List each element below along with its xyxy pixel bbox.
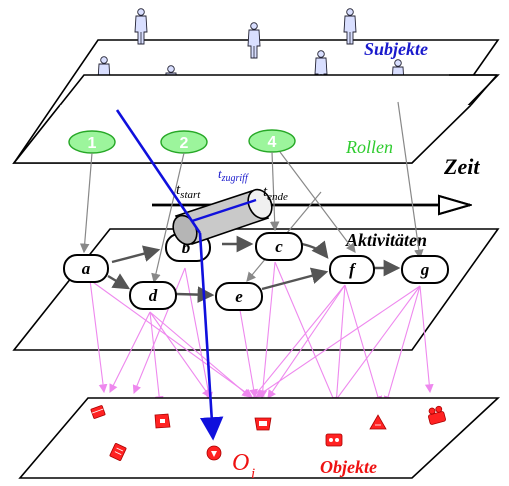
svg-text:i: i (251, 466, 255, 482)
objects-label: Objekte (320, 457, 377, 477)
roles-strip (12, 74, 498, 164)
svg-text:O: O (232, 450, 249, 476)
t-zugriff-label: tzugriff (218, 166, 249, 184)
object-icon (428, 405, 446, 425)
activity-c: c (255, 232, 303, 261)
role-4: 4 (248, 129, 296, 153)
svg-text:d: d (149, 286, 158, 305)
role-1: 1 (68, 130, 116, 154)
activity-a: a (63, 254, 109, 283)
object-icons (90, 405, 446, 461)
activities: a b c d e f g (63, 232, 449, 311)
object-links (89, 261, 434, 438)
object-icon (90, 405, 106, 419)
object-icon (109, 443, 127, 461)
activities-label: Aktivitäten (345, 230, 427, 250)
svg-text:b: b (182, 238, 191, 257)
t-start-label: tstart (176, 182, 201, 201)
svg-text:2: 2 (180, 135, 189, 152)
object-icon (154, 413, 171, 429)
svg-text:c: c (275, 237, 283, 256)
svg-text:f: f (349, 260, 357, 279)
activity-flow (107, 235, 401, 303)
person-icon (134, 8, 148, 45)
activity-f: f (329, 255, 375, 284)
subjects-label: Subjekte (364, 39, 428, 59)
activity-d: d (129, 281, 177, 310)
object-icon (325, 433, 343, 447)
roles: 1 2 4 Rollen (68, 129, 393, 157)
svg-text:a: a (82, 259, 91, 278)
object-icon (369, 414, 387, 430)
object-i-label: O i (232, 450, 255, 482)
access-path (115, 109, 224, 441)
svg-text:g: g (420, 260, 430, 279)
svg-text:1: 1 (88, 135, 97, 152)
svg-text:e: e (235, 287, 243, 306)
object-icon (254, 417, 272, 431)
activity-e: e (215, 282, 263, 311)
time-label: Zeit (443, 154, 480, 179)
t-ende-label: tende (263, 184, 288, 203)
svg-text:4: 4 (268, 134, 277, 151)
object-icon (206, 445, 222, 461)
roles-label: Rollen (345, 137, 393, 157)
role-2: 2 (160, 130, 208, 154)
activity-g: g (401, 255, 449, 284)
person-icon (343, 8, 357, 45)
